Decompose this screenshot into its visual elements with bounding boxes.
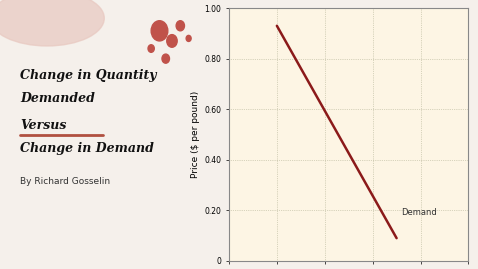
Circle shape bbox=[176, 21, 185, 31]
Ellipse shape bbox=[0, 0, 104, 46]
Text: Demand: Demand bbox=[402, 208, 437, 217]
Circle shape bbox=[148, 45, 154, 52]
Text: Versus: Versus bbox=[20, 119, 66, 132]
Circle shape bbox=[162, 54, 170, 63]
Circle shape bbox=[151, 21, 168, 41]
Circle shape bbox=[186, 36, 191, 41]
Text: Change in Quantity: Change in Quantity bbox=[20, 69, 156, 82]
Text: Change in Demand: Change in Demand bbox=[20, 142, 154, 155]
Y-axis label: Price ($ per pound): Price ($ per pound) bbox=[191, 91, 200, 178]
Circle shape bbox=[167, 35, 177, 47]
Text: By Richard Gosselin: By Richard Gosselin bbox=[20, 178, 110, 186]
Text: Demanded: Demanded bbox=[20, 91, 95, 105]
